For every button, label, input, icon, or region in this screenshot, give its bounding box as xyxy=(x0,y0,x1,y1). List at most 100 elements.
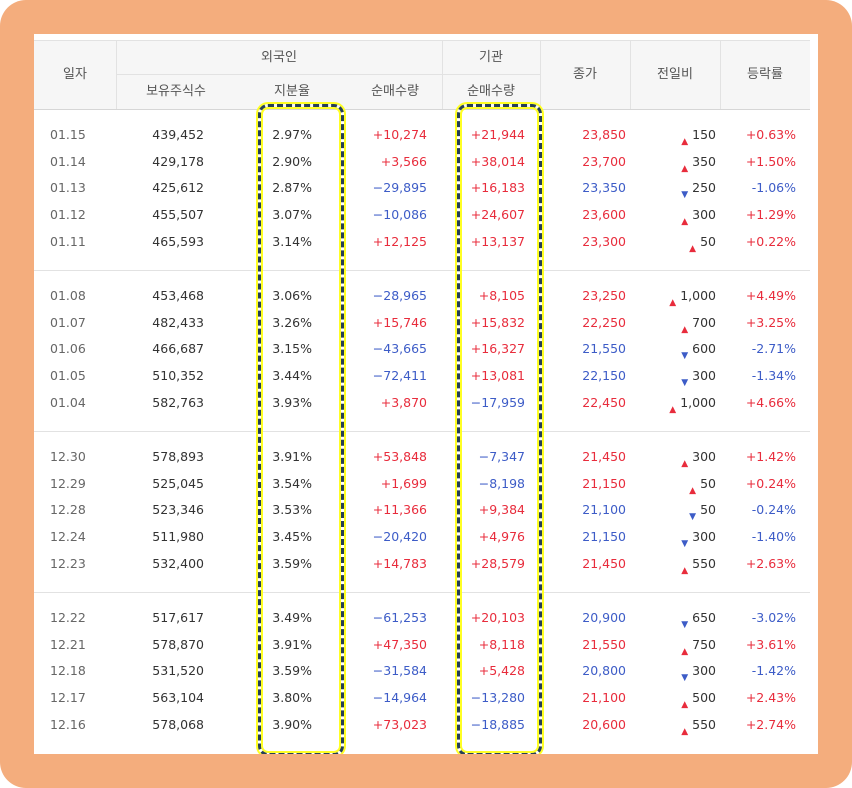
holdings-cell: 531,520 xyxy=(152,663,204,679)
triangle-down-icon: ▼ xyxy=(689,512,697,523)
ratio-cell: 3.93% xyxy=(272,394,312,410)
table-row: 12.21 578,870 3.91% +47,350 +8,118 21,550 ▲ 750… xyxy=(34,632,810,658)
triangle-up-icon: ▲ xyxy=(681,324,689,335)
triangle-up-icon: ▲ xyxy=(681,700,689,711)
ratio-cell: 3.91% xyxy=(272,449,312,464)
table-row: 01.12 455,507 3.07% −10,086 +24,607 23,600 ▲ 30… xyxy=(34,202,810,228)
header-date: 일자 xyxy=(63,67,87,82)
triangle-down-icon: ▼ xyxy=(681,351,689,362)
triangle-down-icon: ▼ xyxy=(681,539,689,550)
date-cell: 12.16 xyxy=(50,716,86,732)
ratio-cell: 2.97% xyxy=(272,127,312,142)
close-cell: 21,150 xyxy=(582,475,626,491)
holdings-cell: 453,468 xyxy=(152,288,204,303)
holdings-cell: 510,352 xyxy=(152,368,204,384)
date-cell: 01.13 xyxy=(50,180,86,196)
ratio-cell: 3.80% xyxy=(272,690,312,706)
change-cell: ▲ 550 xyxy=(681,716,716,737)
inst-net-cell: +4,976 xyxy=(478,529,525,545)
change-value: 750 xyxy=(692,636,716,652)
foreign-net-cell: −10,086 xyxy=(372,207,427,223)
change-cell: ▲ 300 xyxy=(681,207,716,227)
table-row: 01.05 510,352 3.44% −72,411 +13,081 22,150 ▼ 30… xyxy=(34,363,810,389)
inst-net-cell: +24,607 xyxy=(470,207,525,223)
close-cell: 22,450 xyxy=(582,394,626,410)
change-cell: ▼ 600 xyxy=(681,341,716,362)
table-row: 12.18 531,520 3.59% −31,584 +5,428 20,800 ▼ 300… xyxy=(34,658,810,684)
change-cell: ▼ 650 xyxy=(681,610,716,630)
triangle-up-icon: ▲ xyxy=(681,726,689,737)
foreign-net-cell: −72,411 xyxy=(372,368,427,384)
holdings-cell: 517,617 xyxy=(152,610,204,625)
inst-net-cell: +28,579 xyxy=(470,555,525,571)
date-cell: 01.12 xyxy=(50,207,86,223)
foreign-net-cell: +3,870 xyxy=(380,394,427,410)
inst-net-cell: +20,103 xyxy=(470,610,525,625)
holdings-cell: 578,068 xyxy=(152,716,204,732)
inst-net-cell: +38,014 xyxy=(470,153,525,169)
inst-net-cell: +16,183 xyxy=(470,180,525,196)
table-row: 01.08 453,468 3.06% −28,965 +8,105 23,250 ▲ 1,0… xyxy=(34,283,810,309)
close-cell: 21,550 xyxy=(582,341,626,357)
change-value: 700 xyxy=(692,314,716,330)
table-row: 12.17 563,104 3.80% −14,964 −13,280 21,100 ▲ 50… xyxy=(34,685,810,711)
foreign-net-cell: +15,746 xyxy=(372,314,427,330)
foreign-net-cell: −61,253 xyxy=(372,610,427,625)
table-row: 12.22 517,617 3.49% −61,253 +20,103 20,900 ▼ 65… xyxy=(34,605,810,631)
change-cell: ▲ 500 xyxy=(681,690,716,711)
triangle-up-icon: ▲ xyxy=(689,243,697,254)
foreign-net-cell: +10,274 xyxy=(372,127,427,142)
change-value: 350 xyxy=(692,153,716,169)
rate-cell: +2.43% xyxy=(745,690,796,706)
table-row: 12.29 525,045 3.54% +1,699 −8,198 21,150 ▲ 50 +0… xyxy=(34,471,810,497)
close-cell: 21,450 xyxy=(582,449,626,464)
rate-cell: +0.24% xyxy=(745,475,796,491)
holdings-cell: 466,687 xyxy=(152,341,204,357)
close-cell: 21,450 xyxy=(582,555,626,571)
holdings-cell: 429,178 xyxy=(152,153,204,169)
table-row: 01.13 425,612 2.87% −29,895 +16,183 23,350 ▼ 25… xyxy=(34,175,810,201)
holdings-cell: 578,870 xyxy=(152,636,204,652)
triangle-down-icon: ▼ xyxy=(681,190,689,201)
change-cell: ▲ 300 xyxy=(681,449,716,469)
date-cell: 01.07 xyxy=(50,314,86,330)
change-cell: ▼ 50 xyxy=(689,502,716,523)
table-row: 12.28 523,346 3.53% +11,366 +9,384 21,100 ▼ 50 -… xyxy=(34,497,810,523)
foreign-net-cell: +1,699 xyxy=(380,475,427,491)
header-change: 전일비 xyxy=(657,67,693,82)
ratio-cell: 3.07% xyxy=(272,207,312,223)
group-separator xyxy=(34,270,810,271)
header-subdivider xyxy=(116,74,540,75)
triangle-down-icon: ▼ xyxy=(681,620,689,630)
triangle-up-icon: ▲ xyxy=(681,459,689,469)
rate-cell: -0.24% xyxy=(751,502,796,518)
inst-net-cell: +15,832 xyxy=(470,314,525,330)
close-cell: 20,600 xyxy=(582,716,626,732)
rate-cell: -1.34% xyxy=(751,368,796,384)
inst-net-cell: −8,198 xyxy=(478,475,525,491)
rate-cell: +2.63% xyxy=(745,555,796,571)
close-cell: 23,850 xyxy=(582,127,626,142)
rate-cell: +1.29% xyxy=(745,207,796,223)
header-foreign-net: 순매수량 xyxy=(371,84,419,99)
table-row: 01.07 482,433 3.26% +15,746 +15,832 22,250 ▲ 70… xyxy=(34,310,810,336)
ratio-cell: 3.53% xyxy=(272,502,312,518)
date-cell: 01.14 xyxy=(50,153,86,169)
change-cell: ▼ 300 xyxy=(681,368,716,388)
header-divider xyxy=(442,41,443,109)
change-value: 550 xyxy=(692,716,716,732)
foreign-net-cell: −29,895 xyxy=(372,180,427,196)
header-close: 종가 xyxy=(573,67,597,82)
change-cell: ▲ 550 xyxy=(681,556,716,576)
change-cell: ▼ 300 xyxy=(681,529,716,550)
holdings-cell: 439,452 xyxy=(152,127,204,142)
change-value: 300 xyxy=(692,529,716,545)
ratio-cell: 3.59% xyxy=(272,663,312,679)
table-row: 01.11 465,593 3.14% +12,125 +13,137 23,300 ▲ 50… xyxy=(34,229,810,255)
holdings-cell: 465,593 xyxy=(152,233,204,249)
date-cell: 01.08 xyxy=(50,288,86,303)
close-cell: 21,100 xyxy=(582,690,626,706)
date-cell: 01.15 xyxy=(50,127,86,142)
header-institution: 기관 xyxy=(479,50,503,65)
ratio-cell: 3.54% xyxy=(272,475,312,491)
